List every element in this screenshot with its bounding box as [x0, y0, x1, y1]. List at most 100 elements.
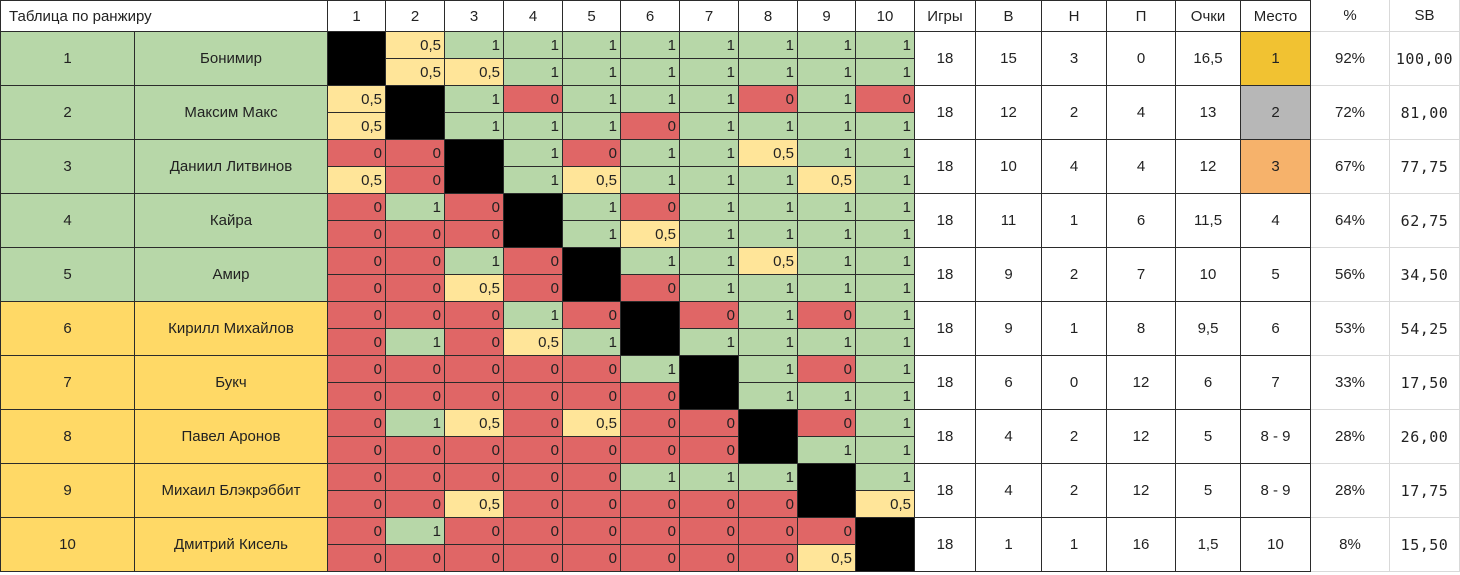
percent-value[interactable]: 72% — [1311, 86, 1390, 140]
player-number[interactable]: 1 — [0, 32, 135, 86]
draws-count[interactable]: 1 — [1042, 518, 1107, 572]
game-result-cell[interactable]: 0 — [386, 545, 445, 572]
game-result-cell[interactable]: 0 — [386, 140, 445, 167]
game-result-cell[interactable]: 1 — [856, 329, 915, 356]
game-result-cell[interactable]: 1 — [856, 410, 915, 437]
game-result-cell[interactable]: 1 — [680, 464, 739, 491]
game-result-cell[interactable]: 0 — [563, 545, 621, 572]
game-result-cell[interactable]: 0 — [563, 437, 621, 464]
game-result-cell[interactable]: 1 — [563, 32, 621, 59]
game-result-cell[interactable]: 1 — [563, 59, 621, 86]
game-result-cell[interactable]: 1 — [798, 248, 856, 275]
game-result-cell[interactable]: 1 — [856, 32, 915, 59]
game-result-cell[interactable]: 1 — [563, 329, 621, 356]
games-count[interactable]: 18 — [915, 86, 976, 140]
game-result-cell[interactable]: 1 — [680, 140, 739, 167]
game-result-cell[interactable]: 0 — [386, 464, 445, 491]
game-result-cell[interactable]: 0,5 — [856, 491, 915, 518]
game-result-cell[interactable]: 0 — [621, 518, 680, 545]
player-name[interactable]: Михаил Блэкрэббит — [135, 464, 328, 518]
game-result-cell[interactable]: 0,5 — [328, 86, 386, 113]
points-value[interactable]: 10 — [1176, 248, 1241, 302]
game-result-cell[interactable]: 0 — [504, 86, 563, 113]
game-result-cell[interactable]: 1 — [798, 275, 856, 302]
stat-header-games[interactable]: Игры — [915, 0, 976, 32]
player-number[interactable]: 6 — [0, 302, 135, 356]
game-result-cell[interactable]: 1 — [445, 248, 504, 275]
game-result-cell[interactable]: 0 — [680, 437, 739, 464]
points-value[interactable]: 6 — [1176, 356, 1241, 410]
game-result-cell[interactable]: 1 — [856, 356, 915, 383]
game-result-cell[interactable]: 1 — [680, 32, 739, 59]
game-result-cell[interactable]: 0 — [328, 275, 386, 302]
game-result-cell[interactable]: 1 — [386, 518, 445, 545]
game-result-cell[interactable]: 1 — [798, 86, 856, 113]
draws-count[interactable]: 1 — [1042, 194, 1107, 248]
place-value[interactable]: 8 - 9 — [1241, 410, 1311, 464]
game-result-cell[interactable]: 1 — [798, 329, 856, 356]
game-result-cell[interactable]: 1 — [739, 167, 798, 194]
game-result-cell[interactable]: 0 — [386, 356, 445, 383]
wins-count[interactable]: 6 — [976, 356, 1042, 410]
game-result-cell[interactable]: 0 — [328, 329, 386, 356]
place-value[interactable]: 7 — [1241, 356, 1311, 410]
points-value[interactable]: 5 — [1176, 410, 1241, 464]
game-result-cell[interactable]: 0 — [504, 518, 563, 545]
games-count[interactable]: 18 — [915, 302, 976, 356]
game-result-cell[interactable]: 1 — [798, 59, 856, 86]
round-header-10[interactable]: 10 — [856, 0, 915, 32]
game-result-cell[interactable]: 1 — [798, 194, 856, 221]
game-result-cell[interactable]: 0 — [445, 356, 504, 383]
game-result-cell[interactable]: 0 — [739, 86, 798, 113]
game-result-cell[interactable]: 0 — [504, 356, 563, 383]
games-count[interactable]: 18 — [915, 410, 976, 464]
percent-value[interactable]: 33% — [1311, 356, 1390, 410]
game-result-cell[interactable]: 1 — [621, 464, 680, 491]
games-count[interactable]: 18 — [915, 356, 976, 410]
game-result-cell[interactable]: 0 — [621, 383, 680, 410]
game-result-cell[interactable]: 0 — [621, 410, 680, 437]
game-result-cell[interactable]: 0 — [445, 221, 504, 248]
game-result-cell[interactable]: 1 — [798, 32, 856, 59]
player-name[interactable]: Павел Аронов — [135, 410, 328, 464]
game-result-cell[interactable]: 0,5 — [386, 59, 445, 86]
game-result-cell[interactable]: 1 — [856, 464, 915, 491]
game-result-cell[interactable]: 0 — [563, 464, 621, 491]
game-result-cell[interactable]: 1 — [739, 464, 798, 491]
game-result-cell[interactable]: 1 — [798, 221, 856, 248]
game-result-cell[interactable]: 0 — [445, 329, 504, 356]
draws-count[interactable]: 1 — [1042, 302, 1107, 356]
game-result-cell[interactable]: 0 — [445, 302, 504, 329]
self-game-cell[interactable] — [328, 32, 386, 86]
game-result-cell[interactable]: 1 — [856, 302, 915, 329]
player-number[interactable]: 8 — [0, 410, 135, 464]
game-result-cell[interactable]: 1 — [856, 167, 915, 194]
game-result-cell[interactable]: 1 — [739, 59, 798, 86]
game-result-cell[interactable]: 1 — [856, 140, 915, 167]
player-name[interactable]: Дмитрий Кисель — [135, 518, 328, 572]
game-result-cell[interactable]: 0 — [504, 437, 563, 464]
game-result-cell[interactable]: 1 — [386, 194, 445, 221]
wins-count[interactable]: 10 — [976, 140, 1042, 194]
game-result-cell[interactable]: 0 — [680, 302, 739, 329]
player-number[interactable]: 5 — [0, 248, 135, 302]
draws-count[interactable]: 2 — [1042, 248, 1107, 302]
points-value[interactable]: 5 — [1176, 464, 1241, 518]
game-result-cell[interactable]: 0,5 — [386, 32, 445, 59]
game-result-cell[interactable]: 1 — [856, 194, 915, 221]
place-value[interactable]: 10 — [1241, 518, 1311, 572]
game-result-cell[interactable]: 1 — [680, 113, 739, 140]
stat-header-pct[interactable]: % — [1311, 0, 1390, 32]
game-result-cell[interactable]: 0,5 — [563, 167, 621, 194]
game-result-cell[interactable]: 0 — [680, 410, 739, 437]
game-result-cell[interactable]: 0 — [621, 437, 680, 464]
game-result-cell[interactable]: 0,5 — [798, 545, 856, 572]
table-title[interactable]: Таблица по ранжиру — [0, 0, 328, 32]
stat-header-w[interactable]: В — [976, 0, 1042, 32]
losses-count[interactable]: 4 — [1107, 140, 1176, 194]
game-result-cell[interactable]: 1 — [739, 275, 798, 302]
draws-count[interactable]: 2 — [1042, 410, 1107, 464]
game-result-cell[interactable]: 1 — [386, 410, 445, 437]
game-result-cell[interactable]: 0 — [328, 518, 386, 545]
game-result-cell[interactable]: 1 — [563, 86, 621, 113]
